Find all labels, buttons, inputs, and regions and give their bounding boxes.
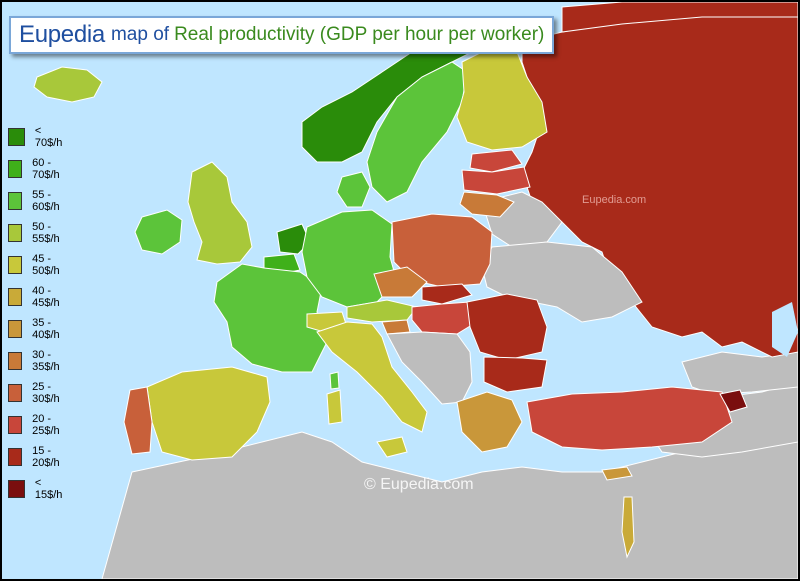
legend-swatch <box>8 320 23 338</box>
legend-swatch <box>8 480 25 498</box>
legend-label: 35 - 40$/h <box>32 317 60 341</box>
legend-swatch <box>8 256 23 274</box>
title-connector: map of <box>110 24 170 45</box>
romania <box>466 293 548 361</box>
legend-swatch <box>8 160 23 178</box>
great-britain <box>187 161 253 265</box>
portugal <box>123 386 153 455</box>
israel <box>621 496 635 559</box>
legend-label: < 70$/h <box>34 125 63 149</box>
legend-label: 55 - 60$/h <box>32 189 60 213</box>
legend-item: < 70$/h <box>8 125 66 149</box>
lithuania <box>459 191 515 218</box>
russia-watermark: Eupedia.com <box>582 194 647 206</box>
legend-label: 40 - 45$/h <box>32 285 60 309</box>
bulgaria <box>483 356 548 393</box>
sardinia <box>326 389 343 425</box>
latvia <box>461 166 531 195</box>
caucasus-region <box>681 351 798 395</box>
greece <box>456 391 523 453</box>
title-topic: Real productivity (GDP per hour per work… <box>174 24 545 45</box>
legend-item: 30 - 35$/h <box>8 349 66 373</box>
legend-swatch <box>8 288 23 306</box>
estonia <box>469 149 523 173</box>
legend-item: < 15$/h <box>8 477 66 501</box>
legend-label: 20 - 25$/h <box>32 413 60 437</box>
legend-item: 20 - 25$/h <box>8 413 66 437</box>
western-balkans <box>386 331 473 405</box>
legend-item: 45 - 50$/h <box>8 253 66 277</box>
sicily <box>376 436 408 458</box>
legend-swatch <box>8 352 23 370</box>
czechia <box>373 266 428 298</box>
legend-swatch <box>8 384 23 402</box>
legend-item: 40 - 45$/h <box>8 285 66 309</box>
legend-swatch <box>8 224 23 242</box>
legend-item: 50 - 55$/h <box>8 221 66 245</box>
turkey <box>526 386 733 451</box>
center-watermark: © Eupedia.com <box>364 476 474 493</box>
spain <box>146 366 271 461</box>
italy <box>316 321 428 433</box>
map-title: Eupedia map of Real productivity (GDP pe… <box>9 16 555 54</box>
denmark <box>336 171 371 208</box>
slovenia <box>381 319 411 335</box>
ireland <box>134 209 183 255</box>
hungary <box>411 301 481 335</box>
caspian-sea <box>772 302 798 357</box>
legend-label: 30 - 35$/h <box>32 349 60 373</box>
legend-swatch <box>8 192 23 210</box>
legend-swatch <box>8 128 25 146</box>
black-sea <box>547 332 667 387</box>
legend-item: 15 - 20$/h <box>8 445 66 469</box>
legend-label: 60 - 70$/h <box>32 157 60 181</box>
corsica <box>329 371 340 390</box>
legend-item: 60 - 70$/h <box>8 157 66 181</box>
legend-item: 25 - 30$/h <box>8 381 66 405</box>
brand-logo[interactable]: Eupedia <box>19 21 105 48</box>
france <box>213 263 328 373</box>
legend-item: 55 - 60$/h <box>8 189 66 213</box>
iceland <box>33 66 103 103</box>
legend-swatch <box>8 416 23 434</box>
armenia <box>719 389 748 413</box>
legend-swatch <box>8 448 23 466</box>
cyprus <box>601 466 633 481</box>
legend-label: 50 - 55$/h <box>32 221 60 245</box>
russia-north <box>561 2 798 33</box>
legend-item: 35 - 40$/h <box>8 317 66 341</box>
sweden <box>366 61 468 203</box>
slovakia <box>421 283 473 305</box>
ukraine <box>481 241 643 323</box>
legend-label: 45 - 50$/h <box>32 253 60 277</box>
legend-label: 15 - 20$/h <box>32 445 60 469</box>
legend-label: < 15$/h <box>34 477 63 501</box>
legend-label: 25 - 30$/h <box>32 381 60 405</box>
